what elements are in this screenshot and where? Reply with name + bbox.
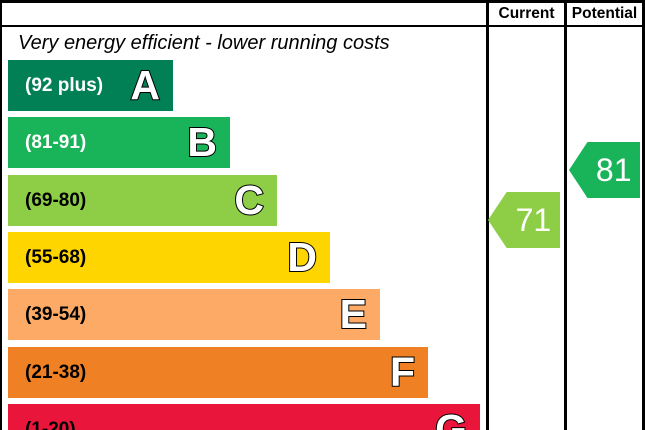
epc-band-d: (55-68) D (8, 232, 330, 283)
band-letter: B (186, 118, 218, 166)
epc-band-c: (69-80) C (8, 175, 277, 226)
current-column-divider (486, 0, 489, 430)
epc-band-b: (81-91) B (8, 117, 230, 168)
band-range-label: (81-91) (25, 132, 87, 153)
potential-column-divider (564, 0, 567, 430)
band-letter: C (233, 176, 265, 224)
epc-band-f: (21-38) F (8, 347, 428, 398)
band-range-label: (1-20) (25, 419, 76, 430)
chart-left-border (0, 0, 2, 430)
top-caption: Very energy efficient - lower running co… (18, 32, 390, 54)
chart-right-border (642, 0, 645, 430)
band-range-label: (55-68) (25, 247, 87, 268)
current-rating-arrow: 71 (488, 192, 560, 248)
band-letter: F (389, 348, 416, 396)
epc-band-g: (1-20) G (8, 404, 480, 430)
band-range-label: (39-54) (25, 304, 87, 325)
header-separator-line (0, 25, 645, 27)
band-letter: D (286, 233, 318, 281)
current-rating-value: 71 (515, 201, 552, 238)
potential-rating-value: 81 (595, 151, 632, 188)
band-letter: G (434, 405, 468, 430)
epc-band-e: (39-54) E (8, 289, 380, 340)
band-range-label: (92 plus) (25, 75, 104, 96)
potential-column-header: Potential (571, 5, 638, 22)
chart-top-border (0, 0, 645, 3)
band-letter: A (129, 61, 161, 109)
potential-rating-arrow: 81 (569, 142, 640, 198)
band-letter: E (339, 290, 368, 338)
band-range-label: (21-38) (25, 362, 87, 383)
current-column-header: Current (498, 5, 555, 22)
epc-band-a: (92 plus) A (8, 60, 173, 111)
band-range-label: (69-80) (25, 190, 87, 211)
